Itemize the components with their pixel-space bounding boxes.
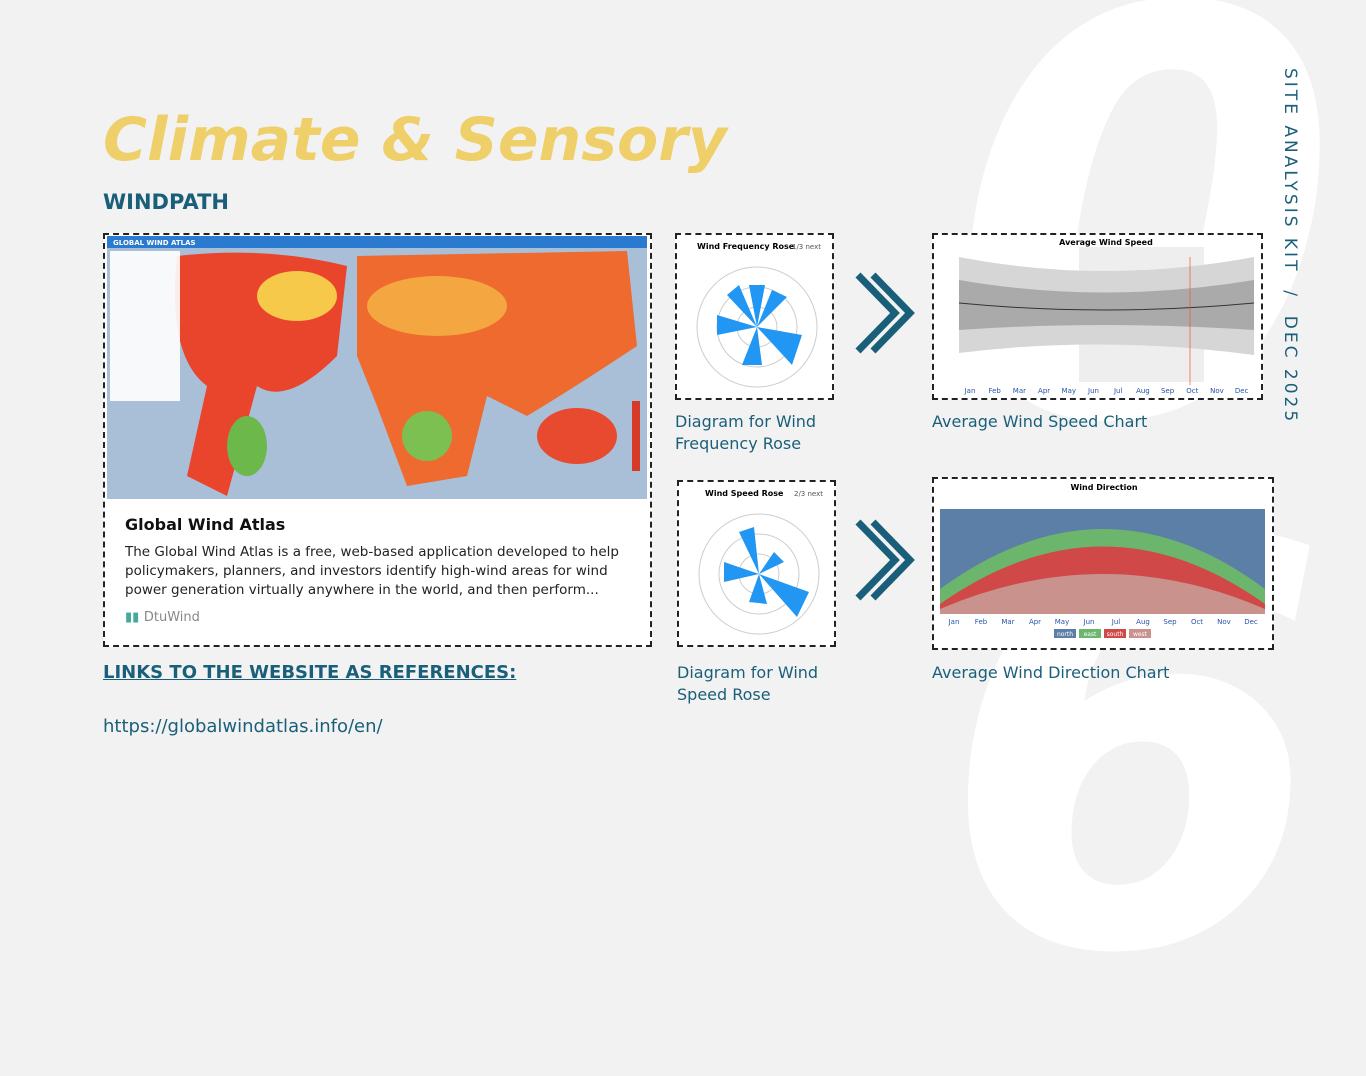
legend-swatch: [1104, 629, 1126, 638]
legend-label: east: [1084, 631, 1097, 638]
month-label: Jan: [948, 618, 960, 626]
month-label: Jul: [1111, 618, 1121, 626]
caption: Average Wind Speed Chart: [932, 412, 1148, 431]
legend-swatch: [1079, 629, 1101, 638]
month-label: Sep: [1163, 618, 1177, 626]
month-label: Oct: [1191, 618, 1203, 626]
month-label: Nov: [1217, 618, 1231, 626]
legend-label: north: [1057, 631, 1073, 638]
title: Climate & Sensory: [103, 105, 727, 175]
rose-chart: Wind Speed Rose 2/3 next: [698, 489, 823, 635]
speed-chart-panel: Average Wind Speed Jan Feb Mar Apr May Jun Jul…: [932, 233, 1263, 400]
month-label: Aug: [1136, 618, 1150, 626]
month-label: May: [1062, 387, 1076, 395]
month-label: Dec: [1244, 618, 1258, 626]
rose-chart: Wind Frequency Rose 1/3 next: [696, 242, 821, 388]
link-url[interactable]: https://globalwindatlas.info/en/: [103, 716, 383, 737]
subtitle: WINDPATH: [103, 190, 229, 214]
month-label: Aug: [1136, 387, 1150, 395]
map-header: GLOBAL WIND ATLAS: [113, 239, 196, 247]
month-label: Apr: [1029, 618, 1041, 626]
website-card[interactable]: GLOBAL WIND ATLAS Global Wind Atlas The …: [103, 233, 652, 647]
legend-label: west: [1133, 631, 1148, 638]
month-label: Sep: [1161, 387, 1175, 395]
rose-nav: 2/3 next: [794, 490, 823, 498]
speed-chart: Average Wind Speed Jan Feb Mar Apr May Jun Jul…: [958, 238, 1255, 395]
month-label: Jun: [1083, 618, 1095, 626]
links-heading: LINKS TO THE WEBSITE AS REFERENCES:: [103, 662, 517, 683]
month-label: Apr: [1038, 387, 1050, 395]
month-label: Feb: [975, 618, 988, 626]
month-label: Mar: [1013, 387, 1026, 395]
source-name: DtuWind: [143, 610, 200, 625]
card-source: ▮▮ DtuWind: [125, 610, 200, 625]
speed-rose-panel: Wind Speed Rose 2/3 next: [677, 480, 836, 647]
arrow: [855, 272, 915, 354]
month-label: Mar: [1001, 618, 1014, 626]
caption: Average Wind Direction Chart: [932, 663, 1170, 682]
chart-title: Average Wind Speed: [1059, 238, 1153, 247]
source-icon: ▮▮: [125, 610, 144, 625]
month-label: Jan: [964, 387, 976, 395]
caption: Diagram for Wind Speed Rose: [677, 663, 819, 704]
direction-chart-panel: Wind Direction Jan Feb Mar Apr May Jun Jul Aug S…: [932, 477, 1274, 650]
month-label: Feb: [988, 387, 1001, 395]
month-label: Dec: [1235, 387, 1249, 395]
rose-nav: 1/3 next: [792, 243, 821, 251]
caption: Diagram for Wind Frequency Rose: [675, 412, 817, 453]
card-title: Global Wind Atlas: [125, 515, 286, 534]
frequency-rose-panel: Wind Frequency Rose 1/3 next: [675, 233, 834, 400]
card-description: The Global Wind Atlas is a free, web-bas…: [125, 544, 619, 598]
map-image: GLOBAL WIND ATLAS: [107, 236, 647, 499]
month-label: Oct: [1186, 387, 1198, 395]
rose-title: Wind Frequency Rose: [697, 242, 795, 251]
month-label: May: [1055, 618, 1069, 626]
direction-chart: Wind Direction Jan Feb Mar Apr May Jun Jul Aug S…: [940, 483, 1265, 638]
chart-title: Wind Direction: [1070, 483, 1137, 492]
month-label: Jul: [1113, 387, 1123, 395]
legend-swatch: [1054, 629, 1076, 638]
page: 0 6 Climate & Sensory WINDPATH SITE ANAL…: [103, 0, 1340, 1030]
rose-title: Wind Speed Rose: [705, 489, 784, 498]
arrow: [855, 519, 915, 601]
month-label: Jun: [1087, 387, 1099, 395]
month-label: Nov: [1210, 387, 1224, 395]
legend-swatch: [1129, 629, 1151, 638]
legend-label: south: [1107, 631, 1124, 638]
side-text: SITE ANALYSIS KIT / DEC 2025: [1280, 68, 1300, 425]
